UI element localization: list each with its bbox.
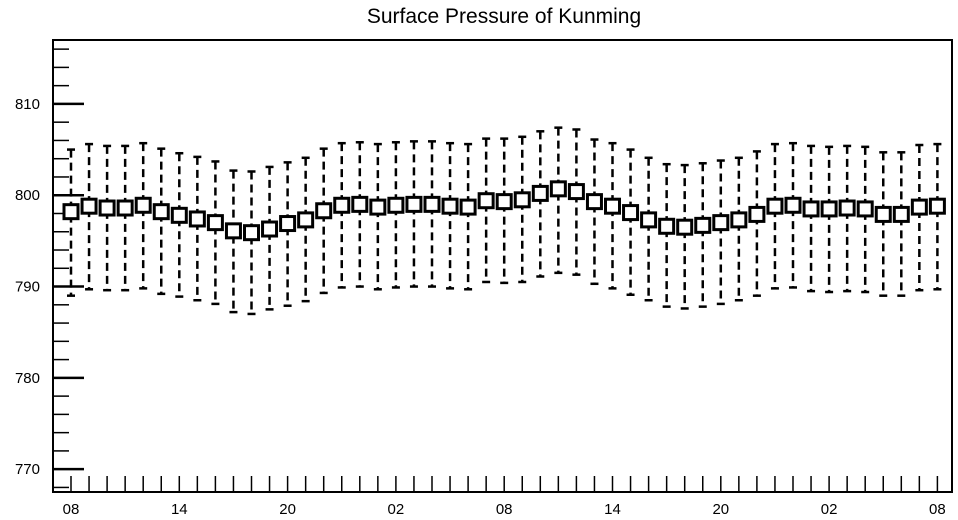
- y-tick-label: 780: [15, 370, 40, 387]
- box-mark: [279, 215, 297, 233]
- box-mark: [604, 197, 621, 215]
- box-mark: [170, 206, 188, 224]
- box-mark: [712, 214, 730, 232]
- box-mark: [676, 218, 694, 236]
- x-tick-label: 20: [279, 501, 296, 518]
- box-mark: [152, 203, 170, 221]
- plot-area: 770 780 790 800 810 08 14 20 02 08 14 20 02 08: [15, 39, 953, 518]
- box-mark: [134, 196, 152, 214]
- box-mark: [820, 200, 838, 218]
- box-mark: [549, 180, 567, 198]
- box-mark: [387, 196, 405, 214]
- box-mark: [766, 197, 784, 215]
- box-mark: [928, 197, 946, 215]
- box-mark: [874, 205, 892, 223]
- box-mark: [315, 202, 333, 220]
- box-mark: [80, 197, 98, 215]
- x-tick-label: 08: [496, 501, 513, 518]
- box-mark: [567, 183, 585, 201]
- x-tick-label: 14: [171, 501, 188, 518]
- box-mark: [513, 191, 531, 209]
- box-mark: [116, 199, 134, 217]
- box-mark: [423, 195, 441, 213]
- box-mark: [62, 203, 80, 221]
- chart-title: Surface Pressure of Kunming: [367, 5, 641, 28]
- y-tick-label: 800: [15, 187, 40, 204]
- box-mark: [856, 200, 874, 218]
- x-tick-label: 02: [388, 501, 405, 518]
- box-mark: [838, 199, 856, 217]
- box-mark: [98, 199, 116, 217]
- x-tick-label: 08: [63, 501, 80, 518]
- box-mark: [243, 224, 260, 242]
- x-tick-label: 20: [712, 501, 729, 518]
- box-mark: [748, 205, 766, 223]
- x-tick-label: 02: [821, 501, 838, 518]
- box-mark: [622, 204, 640, 222]
- y-tick-label: 790: [15, 279, 40, 296]
- box-mark: [784, 196, 802, 214]
- x-tick-label: 14: [604, 501, 621, 518]
- plot-frame: [52, 39, 953, 493]
- box-mark: [441, 197, 459, 215]
- box-mark: [459, 198, 477, 216]
- y-tick-label: 810: [15, 96, 40, 113]
- box-mark: [640, 211, 658, 229]
- box-mark: [224, 222, 242, 240]
- box-mark: [351, 195, 369, 213]
- box-mark: [206, 214, 224, 232]
- box-mark: [694, 216, 712, 234]
- box-mark: [531, 184, 549, 202]
- box-mark: [730, 211, 748, 229]
- box-mark: [477, 192, 495, 210]
- box-mark: [658, 217, 676, 235]
- box-mark: [405, 195, 423, 213]
- box-mark: [333, 196, 351, 214]
- box-mark: [892, 205, 910, 223]
- box-mark: [585, 193, 603, 211]
- x-tick-label: 08: [929, 501, 946, 518]
- box-mark: [188, 210, 206, 228]
- box-mark: [297, 211, 315, 229]
- box-mark: [495, 193, 513, 211]
- box-mark: [261, 220, 279, 238]
- box-mark: [910, 198, 928, 216]
- box-mark: [802, 200, 820, 218]
- y-tick-label: 770: [15, 461, 40, 478]
- box-mark: [369, 198, 387, 216]
